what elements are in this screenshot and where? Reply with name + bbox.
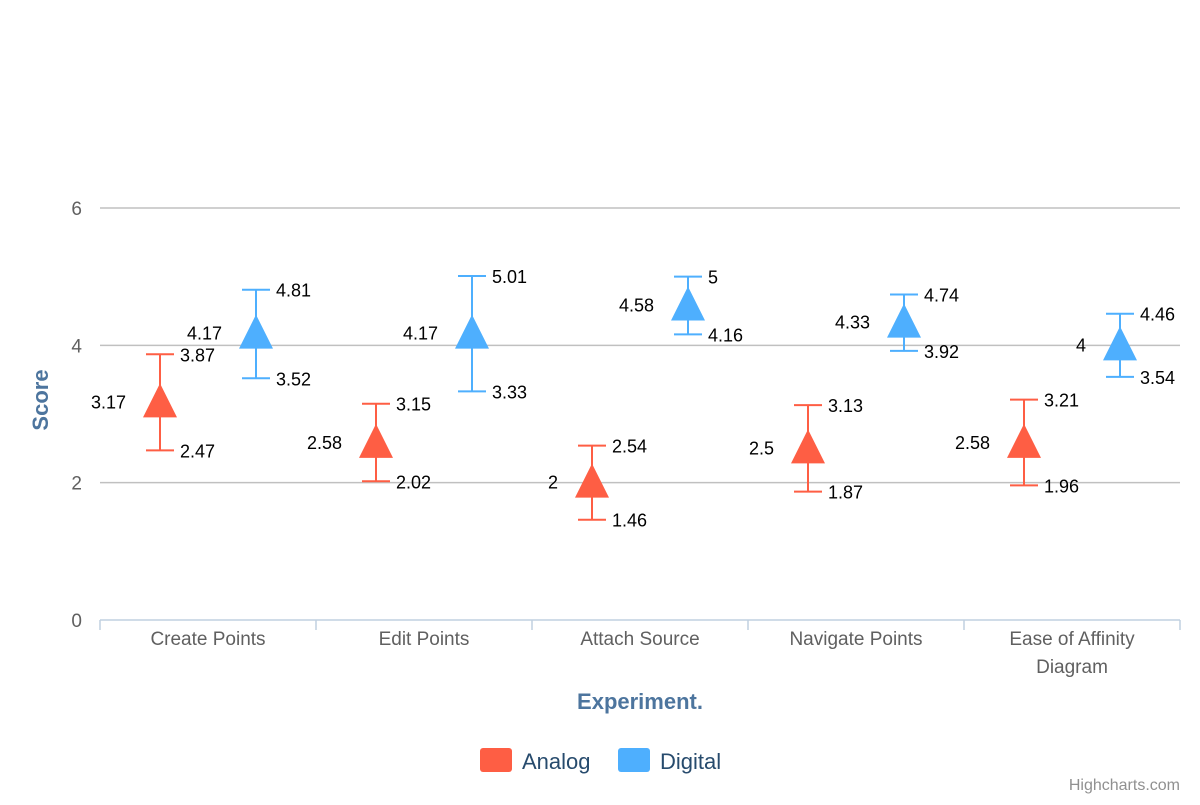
x-tick-label: Ease of Affinity Diagram (1009, 629, 1135, 678)
data-point-triangle (1103, 326, 1137, 361)
data-point-triangle (791, 429, 825, 464)
lower-label: 1.87 (828, 483, 863, 503)
data-point-triangle (359, 423, 393, 458)
x-tick-label-line: Attach Source (580, 629, 699, 650)
legend-item-digital[interactable]: Digital (618, 748, 721, 774)
upper-label: 4.74 (924, 286, 959, 306)
value-label: 4.17 (187, 324, 222, 344)
x-tick-label: Navigate Points (789, 629, 922, 650)
lower-label: 3.54 (1140, 368, 1175, 388)
lower-label: 4.16 (708, 325, 743, 345)
legend-label: Digital (660, 749, 721, 774)
lower-label: 3.52 (276, 369, 311, 389)
x-tick-label: Edit Points (379, 629, 470, 650)
gridlines (100, 207, 1180, 484)
lower-label: 3.33 (492, 382, 527, 402)
y-axis-title: Score (28, 369, 53, 430)
upper-label: 2.54 (612, 437, 647, 457)
upper-label: 3.15 (396, 395, 431, 415)
series (143, 274, 1137, 521)
lower-label: 1.46 (612, 511, 647, 531)
x-tick-label-line: Ease of Affinity (1009, 629, 1135, 650)
x-tick-label-line: Diagram (1036, 657, 1108, 678)
y-tick-label: 4 (71, 336, 82, 357)
upper-label: 3.13 (828, 396, 863, 416)
y-tick-label: 6 (71, 199, 82, 220)
x-axis-title: Experiment. (577, 689, 703, 714)
data-point-triangle (671, 286, 705, 321)
upper-label: 4.81 (276, 281, 311, 301)
legend-label: Analog (522, 749, 591, 774)
upper-label: 3.87 (180, 345, 215, 365)
legend-swatch (480, 748, 512, 772)
lower-label: 3.92 (924, 342, 959, 362)
data-point-triangle (455, 314, 489, 349)
credits-link[interactable]: Highcharts.com (1069, 777, 1180, 794)
x-tick-label: Attach Source (580, 629, 699, 650)
upper-label: 5.01 (492, 267, 527, 287)
lower-label: 2.02 (396, 472, 431, 492)
legend[interactable]: Analog Digital (480, 748, 721, 774)
legend-item-analog[interactable]: Analog (480, 748, 591, 774)
data-point-triangle (887, 303, 921, 338)
legend-swatch (618, 748, 650, 772)
data-point-triangle (143, 383, 177, 418)
upper-label: 4.46 (1140, 305, 1175, 325)
x-tick-label: Create Points (150, 629, 265, 650)
value-label: 2.5 (749, 438, 774, 458)
lower-label: 2.47 (180, 441, 215, 461)
value-label: 3.17 (91, 392, 126, 412)
value-label: 2 (548, 473, 558, 493)
y-tick-label: 2 (71, 474, 82, 495)
series-analog (143, 353, 1041, 521)
axes: 0 2 4 6 Create Points Edit Points Attach Sourc… (71, 199, 1181, 678)
value-label: 4.58 (619, 296, 654, 316)
x-tick-label-line: Create Points (150, 629, 265, 650)
y-tick-label: 0 (71, 611, 82, 632)
value-label: 2.58 (955, 433, 990, 453)
value-label: 4.17 (403, 324, 438, 344)
data-point-triangle (575, 463, 609, 498)
data-point-triangle (1007, 423, 1041, 458)
lower-label: 1.96 (1044, 476, 1079, 496)
value-label: 4.33 (835, 313, 870, 333)
x-tick-label-line: Edit Points (379, 629, 470, 650)
x-tick-label-line: Navigate Points (789, 629, 922, 650)
value-label: 2.58 (307, 433, 342, 453)
upper-label: 3.21 (1044, 391, 1079, 411)
series-digital (239, 274, 1137, 393)
data-labels: 3.17 3.87 2.47 2.58 3.15 2.02 2 2.54 1.46 2.5 3.13… (91, 267, 1175, 531)
upper-label: 5 (708, 268, 718, 288)
data-point-triangle (239, 314, 273, 349)
value-label: 4 (1076, 335, 1086, 355)
